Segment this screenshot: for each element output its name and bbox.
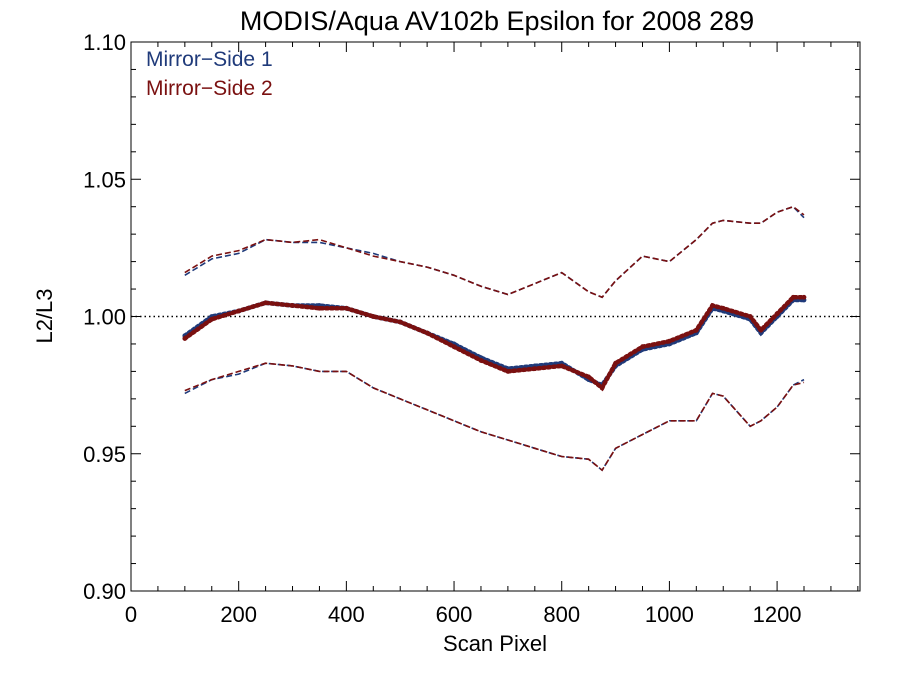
series-ms1-mean bbox=[182, 297, 807, 388]
x-tick-label: 800 bbox=[543, 602, 580, 627]
y-tick-label: 0.90 bbox=[83, 579, 126, 604]
series-ms2-point bbox=[290, 303, 295, 308]
series-ms2-point bbox=[758, 327, 764, 333]
plot-marks bbox=[131, 205, 860, 472]
y-tick-label: 1.10 bbox=[83, 30, 126, 55]
series-ms1-lower-bound bbox=[184, 362, 805, 472]
series-ms2-point bbox=[370, 314, 376, 319]
x-axis-label: Scan Pixel bbox=[443, 631, 547, 656]
series-ms2-point bbox=[693, 327, 699, 333]
x-tick-label: 1200 bbox=[753, 602, 802, 627]
x-tick-label: 400 bbox=[328, 602, 365, 627]
series-ms2-point bbox=[720, 305, 726, 311]
y-axis-label: L2/L3 bbox=[32, 288, 57, 343]
series-ms2-point bbox=[182, 336, 188, 341]
chart-title: MODIS/Aqua AV102b Epsilon for 2008 289 bbox=[240, 6, 754, 36]
series-ms2-point bbox=[710, 303, 715, 308]
series-ms2-point bbox=[451, 344, 457, 350]
series-ms2-point bbox=[532, 366, 538, 372]
x-tick-label: 1000 bbox=[645, 602, 694, 627]
series-ms2-point bbox=[236, 308, 242, 314]
series-ms2-point bbox=[790, 294, 796, 300]
series-ms2-point bbox=[478, 358, 484, 363]
series-ms2-mean bbox=[182, 295, 807, 392]
legend-mirror-side-1: Mirror−Side 1 bbox=[146, 48, 273, 71]
series-ms2-point bbox=[599, 385, 605, 391]
series-ms2-point bbox=[209, 316, 215, 322]
series-ms2-point bbox=[613, 360, 618, 366]
series-ms2-point bbox=[801, 294, 807, 300]
series-ms2-point bbox=[747, 314, 753, 319]
series-ms2-point bbox=[424, 330, 430, 336]
series-ms2-point bbox=[343, 305, 349, 311]
series-ms2-point bbox=[774, 311, 780, 317]
y-tick-label: 1.00 bbox=[83, 305, 126, 330]
series-ms2-point bbox=[667, 338, 672, 344]
series-ms2-lower-bound bbox=[184, 362, 805, 472]
series-ms2-point bbox=[397, 319, 403, 325]
x-tick-label: 0 bbox=[125, 602, 137, 627]
x-tick-label: 200 bbox=[220, 602, 257, 627]
y-tick-label: 0.95 bbox=[83, 442, 126, 467]
series-ms1-upper-bound bbox=[184, 205, 805, 299]
series-ms2-point bbox=[505, 369, 511, 374]
legend-mirror-side-2: Mirror−Side 2 bbox=[146, 77, 273, 100]
series-ms2-point bbox=[640, 344, 645, 350]
series-ms2-upper-bound bbox=[184, 205, 805, 299]
series-ms2-point bbox=[586, 374, 592, 380]
series-ms2-point bbox=[263, 300, 269, 306]
x-tick-label: 600 bbox=[436, 602, 473, 627]
axes: 0 200 400 600 800 1000 1200 0.90 0.95 1.00 1.05 1.1… bbox=[83, 30, 860, 627]
series-ms2-point bbox=[317, 305, 322, 311]
series-ms2-point bbox=[559, 363, 565, 369]
y-tick-label: 1.05 bbox=[83, 167, 126, 192]
